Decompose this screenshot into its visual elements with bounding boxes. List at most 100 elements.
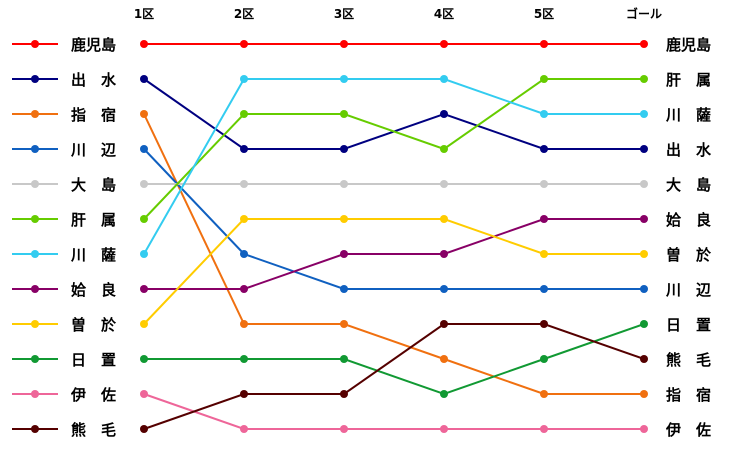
series-point xyxy=(440,215,448,223)
series-point xyxy=(140,180,148,188)
series-point xyxy=(140,320,148,328)
legend-swatch-marker xyxy=(31,320,39,328)
series-point xyxy=(140,355,148,363)
series-point xyxy=(640,215,648,223)
series-point xyxy=(240,285,248,293)
series-point xyxy=(640,250,648,258)
series-point xyxy=(540,40,548,48)
x-tick-label: 1区 xyxy=(134,7,154,21)
series-point xyxy=(640,110,648,118)
start-team-label: 姶 良 xyxy=(71,281,116,299)
start-team-label: 出 水 xyxy=(71,71,117,89)
series-point xyxy=(540,355,548,363)
series-point xyxy=(440,110,448,118)
series-line xyxy=(143,218,644,325)
series-point xyxy=(140,145,148,153)
series-point xyxy=(540,390,548,398)
series-point xyxy=(440,390,448,398)
series-point xyxy=(540,75,548,83)
series-point xyxy=(540,425,548,433)
end-team-label: 鹿児島 xyxy=(666,36,711,54)
series-line xyxy=(143,78,644,255)
series-point xyxy=(640,145,648,153)
start-team-label: 川 辺 xyxy=(70,141,117,159)
series-line xyxy=(143,323,645,430)
start-team-label: 熊 毛 xyxy=(71,421,116,439)
series-point xyxy=(540,110,548,118)
series-point xyxy=(640,425,648,433)
series-point xyxy=(140,75,148,83)
series-point xyxy=(240,40,248,48)
legend-swatch-marker xyxy=(31,250,39,258)
end-team-label: 姶 良 xyxy=(666,211,711,229)
series-point xyxy=(140,40,148,48)
series-point xyxy=(340,215,348,223)
series-point xyxy=(340,75,348,83)
series-point xyxy=(640,390,648,398)
series-point xyxy=(340,110,348,118)
series-point xyxy=(640,180,648,188)
x-tick-label: 2区 xyxy=(234,7,254,21)
series-point xyxy=(440,145,448,153)
series-point xyxy=(240,320,248,328)
series-point xyxy=(540,285,548,293)
series-point xyxy=(240,425,248,433)
end-team-label: 指 宿 xyxy=(666,386,711,404)
series-point xyxy=(340,180,348,188)
series-point xyxy=(540,145,548,153)
legend-swatch-marker xyxy=(31,425,39,433)
series-lines xyxy=(143,43,645,430)
series-line xyxy=(143,393,644,430)
series-point xyxy=(640,40,648,48)
series-point xyxy=(340,425,348,433)
legend-swatch-marker xyxy=(31,40,39,48)
end-team-label: 日 置 xyxy=(666,316,711,334)
series-point xyxy=(340,320,348,328)
series-point xyxy=(540,215,548,223)
legend-swatch-marker xyxy=(31,180,39,188)
start-team-label: 指 宿 xyxy=(71,106,116,124)
series-point xyxy=(440,425,448,433)
series-point xyxy=(440,320,448,328)
start-team-label: 肝 属 xyxy=(71,211,116,229)
series-point xyxy=(440,180,448,188)
legend-swatch-marker xyxy=(31,145,39,153)
end-team-label: 川 辺 xyxy=(665,281,712,299)
series-point xyxy=(640,355,648,363)
legend-swatch-marker xyxy=(31,75,39,83)
end-team-label: 出 水 xyxy=(666,141,712,159)
end-team-label: 伊 佐 xyxy=(665,421,711,439)
series-point xyxy=(340,40,348,48)
start-team-label: 大 島 xyxy=(71,176,116,194)
series-point xyxy=(440,355,448,363)
series-point xyxy=(640,75,648,83)
series-point xyxy=(540,250,548,258)
series-point xyxy=(340,250,348,258)
start-team-label: 川 薩 xyxy=(70,246,116,264)
series-point xyxy=(240,180,248,188)
series-point xyxy=(440,75,448,83)
series-point xyxy=(640,285,648,293)
legend-swatch-marker xyxy=(31,390,39,398)
series-point xyxy=(240,390,248,398)
series-line xyxy=(144,218,644,290)
legend-swatch-marker xyxy=(31,110,39,118)
end-team-label: 肝 属 xyxy=(666,71,711,89)
legend-swatch-marker xyxy=(31,355,39,363)
series-point xyxy=(140,215,148,223)
x-tick-label: ゴール xyxy=(626,6,662,21)
series-point xyxy=(340,285,348,293)
series-point xyxy=(440,40,448,48)
x-tick-labels: 1区 2区 3区 4区 5区 ゴール xyxy=(134,6,662,21)
series-point xyxy=(440,250,448,258)
series-point xyxy=(340,355,348,363)
series-line xyxy=(143,78,644,220)
series-point xyxy=(240,250,248,258)
series-point xyxy=(240,110,248,118)
start-team-label: 日 置 xyxy=(71,351,116,369)
x-tick-label: 5区 xyxy=(534,7,554,21)
start-team-label: 伊 佐 xyxy=(70,386,116,404)
end-team-label: 川 薩 xyxy=(665,106,711,124)
